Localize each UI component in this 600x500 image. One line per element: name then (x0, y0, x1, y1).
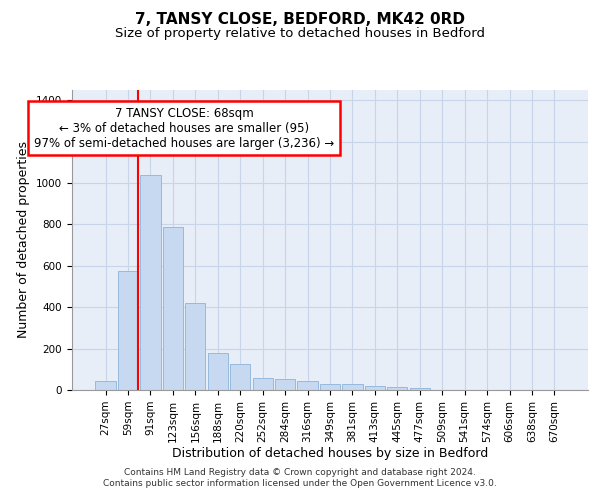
Y-axis label: Number of detached properties: Number of detached properties (17, 142, 31, 338)
Bar (320, 384, 340, 390)
Bar (118, 271, 138, 390)
Text: Size of property relative to detached houses in Bedford: Size of property relative to detached ho… (115, 28, 485, 40)
Bar (410, 388, 430, 390)
Bar (95, 380, 116, 390)
Bar (275, 378, 295, 390)
Text: 7 TANSY CLOSE: 68sqm
← 3% of detached houses are smaller (95)
97% of semi-detach: 7 TANSY CLOSE: 68sqm ← 3% of detached ho… (34, 106, 334, 150)
Bar (253, 378, 273, 390)
Bar (185, 303, 205, 390)
Bar (208, 353, 228, 390)
Bar (230, 364, 250, 390)
X-axis label: Distribution of detached houses by size in Bedford: Distribution of detached houses by size … (172, 448, 488, 460)
Bar (343, 384, 362, 390)
Bar (298, 380, 317, 390)
Bar (163, 226, 183, 390)
Bar (365, 386, 385, 390)
Text: Contains HM Land Registry data © Crown copyright and database right 2024.
Contai: Contains HM Land Registry data © Crown c… (103, 468, 497, 487)
Bar (140, 175, 161, 390)
Bar (387, 387, 407, 390)
Text: 7, TANSY CLOSE, BEDFORD, MK42 0RD: 7, TANSY CLOSE, BEDFORD, MK42 0RD (135, 12, 465, 28)
